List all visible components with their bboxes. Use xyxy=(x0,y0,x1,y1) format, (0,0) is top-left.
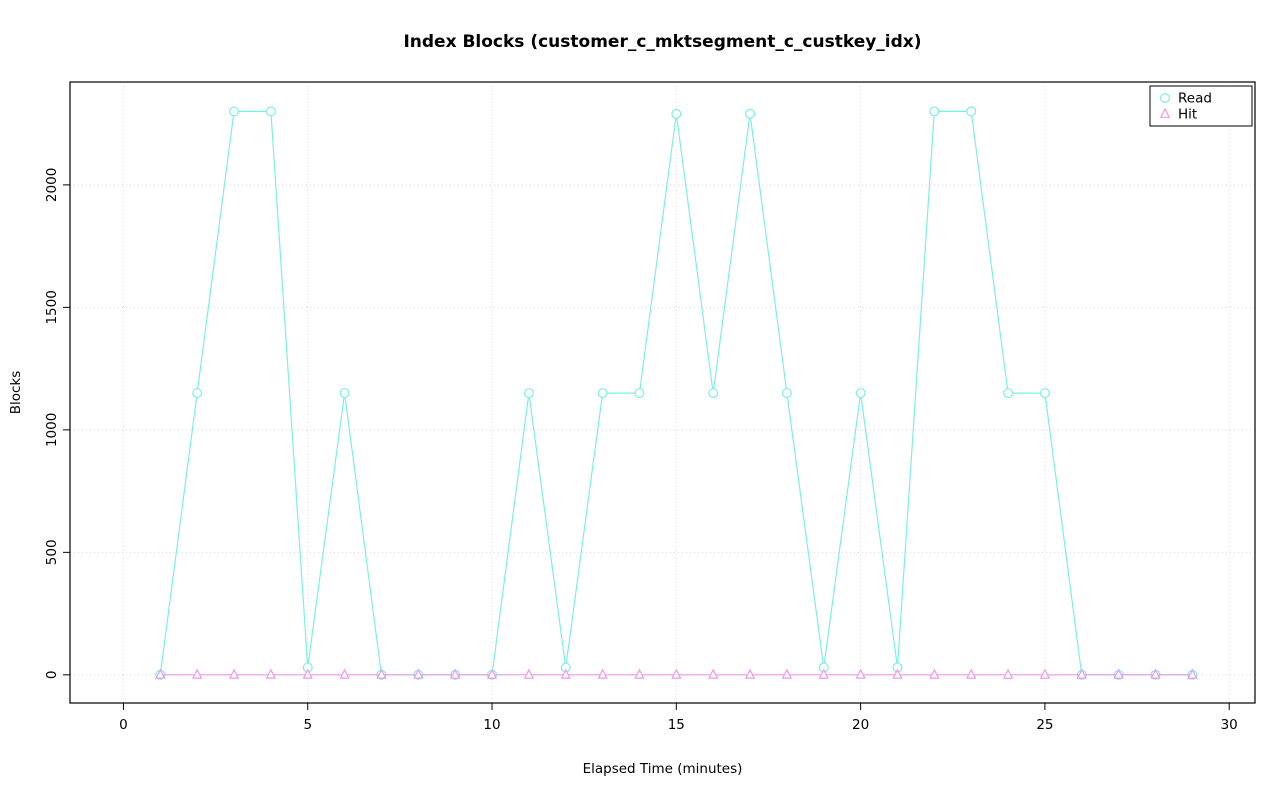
data-point-triangle xyxy=(1002,668,1014,679)
data-point-triangle xyxy=(302,668,313,679)
legend-label: Read xyxy=(1178,91,1212,107)
data-point-circle xyxy=(1039,388,1050,399)
data-point-triangle xyxy=(818,668,829,679)
axes xyxy=(63,184,1230,710)
x-tick-label: 20 xyxy=(852,717,869,733)
data-point-triangle xyxy=(597,668,608,679)
data-point-triangle xyxy=(892,668,903,679)
data-point-circle xyxy=(634,388,645,399)
data-point-circle xyxy=(229,106,240,117)
data-point-circle xyxy=(339,388,350,399)
y-axis-label: Blocks xyxy=(8,371,24,415)
data-point-circle xyxy=(745,108,756,119)
x-tick-label: 5 xyxy=(303,717,312,733)
data-point-circle xyxy=(929,106,940,117)
series-read xyxy=(155,106,1198,680)
series-hit xyxy=(155,668,1198,679)
data-point-triangle xyxy=(376,668,387,679)
y-tick-label: 0 xyxy=(44,671,60,680)
plot-border xyxy=(69,81,1256,704)
data-point-triangle xyxy=(523,668,535,679)
data-point-triangle xyxy=(708,668,719,679)
y-tick-label: 1000 xyxy=(44,413,60,447)
data-point-circle xyxy=(966,106,977,117)
data-point-circle xyxy=(781,388,792,399)
data-point-triangle xyxy=(671,668,682,679)
data-point-circle xyxy=(523,388,534,399)
data-point-circle xyxy=(597,388,608,399)
data-point-triangle xyxy=(966,668,977,679)
data-point-triangle xyxy=(486,668,498,679)
data-point-circle xyxy=(265,106,276,117)
y-tick-label: 1500 xyxy=(44,290,60,324)
data-point-triangle xyxy=(781,668,793,679)
y-tick-label: 500 xyxy=(44,539,60,565)
data-point-circle xyxy=(708,388,719,399)
y-tick-label: 2000 xyxy=(44,168,60,202)
data-point-triangle xyxy=(192,668,203,679)
x-tick-label: 0 xyxy=(119,717,128,733)
axis-tick-labels: 0 5 10 15 20 25 30 0 500 1000 1500 2000 xyxy=(44,168,1238,733)
data-point-triangle xyxy=(450,668,461,679)
data-point-triangle xyxy=(413,668,424,679)
data-point-triangle xyxy=(560,668,571,679)
data-point-triangle xyxy=(929,668,940,679)
gridlines xyxy=(70,82,1255,703)
data-point-triangle xyxy=(339,668,350,679)
data-point-triangle xyxy=(228,668,240,679)
legend-label: Hit xyxy=(1178,107,1197,123)
data-point-circle xyxy=(192,388,203,399)
data-point-triangle xyxy=(1076,668,1087,679)
x-tick-label: 15 xyxy=(668,717,685,733)
data-point-triangle xyxy=(155,668,166,679)
data-point-triangle xyxy=(1039,668,1051,679)
data-point-triangle xyxy=(265,668,277,679)
data-point-circle xyxy=(671,108,682,119)
data-point-triangle xyxy=(1150,668,1161,679)
data-point-triangle xyxy=(1159,107,1171,118)
data-point-triangle xyxy=(1187,668,1198,679)
x-tick-label: 25 xyxy=(1036,717,1053,733)
data-point-triangle xyxy=(855,668,866,679)
data-point-triangle xyxy=(744,668,756,679)
x-tick-label: 10 xyxy=(483,717,500,733)
legend-box xyxy=(1149,85,1253,127)
x-axis-label: Elapsed Time (minutes) xyxy=(583,761,743,777)
data-point-triangle xyxy=(1113,668,1124,679)
x-tick-label: 30 xyxy=(1221,717,1238,733)
data-point-circle xyxy=(1003,388,1014,399)
data-point-circle xyxy=(855,388,866,399)
data-point-circle xyxy=(1159,92,1170,103)
data-point-triangle xyxy=(634,668,645,679)
chart-title: Index Blocks (customer_c_mktsegment_c_cu… xyxy=(403,32,922,52)
